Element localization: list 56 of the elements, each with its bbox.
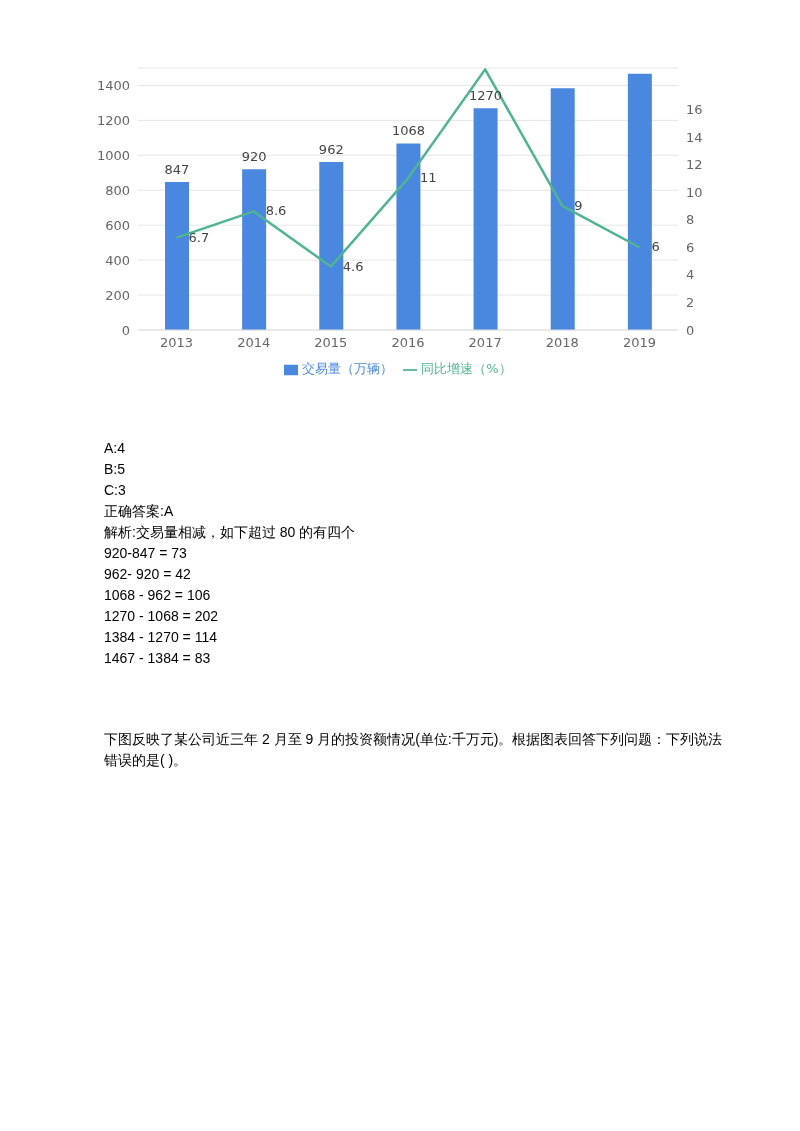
y2-tick-label: 8 — [686, 212, 695, 228]
text: B:5 — [104, 460, 126, 479]
bar — [396, 143, 421, 330]
bar — [165, 182, 189, 330]
text: 解析:交易量相减，如下超过 80 的有四个 — [104, 523, 357, 542]
legend-label: 同比增速（%） — [421, 361, 512, 376]
y2-tick-label: 12 — [686, 157, 703, 173]
legend-label: 交易量（万辆） — [302, 361, 394, 376]
x-tick-label: 2016 — [391, 335, 425, 351]
text: 下图反映了某公司近三年 2 月至 9 月的投资额情况(单位:千万元)。根据图表回答下列问题：下列说法错误的是( )。 — [104, 730, 724, 770]
data-label: 1270 — [469, 88, 503, 104]
data-label: 9 — [574, 197, 583, 213]
x-tick-label: 2014 — [237, 335, 271, 351]
y-tick-label: 200 — [105, 287, 130, 303]
text: 1270 - 1068 = 202 — [104, 607, 220, 626]
data-label: 920 — [241, 149, 267, 165]
y-tick-label: 1400 — [96, 78, 130, 94]
x-tick-label: 2015 — [314, 335, 348, 351]
data-label: 8.6 — [265, 203, 287, 219]
y-tick-label: 0 — [121, 322, 130, 338]
y-tick-label: 1000 — [96, 147, 130, 163]
text: 1384 - 1270 = 114 — [104, 628, 218, 647]
text: A:4 — [104, 439, 126, 458]
data-label: 1068 — [391, 123, 425, 139]
y-tick-label: 800 — [105, 182, 130, 198]
text: 正确答案:A — [104, 502, 175, 521]
data-label: 6 — [651, 239, 660, 255]
y2-tick-label: 0 — [686, 322, 695, 338]
y-tick-label: 400 — [105, 252, 130, 268]
text: 920-847 = 73 — [104, 544, 188, 563]
data-label: 847 — [164, 162, 190, 178]
bar — [627, 73, 652, 330]
text: C:3 — [104, 481, 127, 500]
x-tick-label: 2018 — [545, 335, 579, 351]
y-tick-label: 600 — [105, 217, 130, 233]
bar — [319, 161, 344, 330]
text: 1068 - 962 = 106 — [104, 586, 212, 605]
text: 1467 - 1384 = 83 — [104, 649, 212, 668]
x-tick-label: 2013 — [160, 335, 194, 351]
y-tick-label: 1200 — [96, 113, 130, 129]
data-label: 962 — [318, 141, 344, 157]
y2-tick-label: 14 — [686, 129, 703, 145]
data-label: 4.6 — [342, 258, 364, 274]
y2-tick-label: 4 — [686, 267, 695, 283]
bar — [550, 88, 575, 330]
data-label: 11 — [420, 170, 437, 186]
bar — [242, 169, 267, 330]
y2-tick-label: 10 — [686, 184, 703, 200]
y2-tick-label: 16 — [686, 101, 703, 117]
x-tick-label: 2019 — [622, 335, 656, 351]
y2-tick-label: 2 — [686, 295, 695, 311]
text: 962- 920 = 42 — [104, 565, 192, 584]
data-label: 6.7 — [188, 229, 210, 245]
y2-tick-label: 6 — [686, 239, 695, 255]
bar — [473, 108, 498, 330]
x-tick-label: 2017 — [468, 335, 502, 351]
